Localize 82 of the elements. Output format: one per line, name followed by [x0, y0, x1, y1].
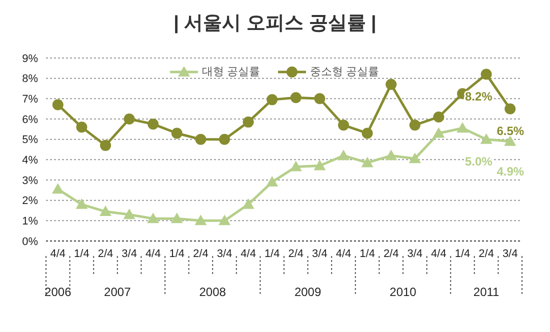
point	[361, 156, 374, 168]
point	[171, 128, 182, 139]
point	[432, 127, 445, 138]
legend-label: 중소형 공실률	[309, 65, 380, 79]
point	[123, 208, 136, 220]
point	[386, 78, 397, 90]
point	[480, 68, 492, 80]
text: 2008	[199, 285, 226, 299]
point	[504, 135, 516, 146]
y-tick-label: 7%	[22, 94, 38, 106]
point	[504, 103, 516, 114]
point	[385, 150, 398, 160]
point	[195, 134, 206, 145]
x-tick-label: 2/4	[288, 248, 304, 260]
y-tick-label: 3%	[22, 174, 38, 187]
point	[76, 198, 88, 209]
point	[408, 152, 421, 164]
y-tick-label: 5%	[22, 134, 38, 146]
chart-title: | 서울시 오피스 공실률 |	[172, 12, 378, 36]
data-label: 6.5%	[496, 124, 524, 138]
x-tick-label: 4/4	[431, 248, 446, 260]
x-tick-label: 1/4	[360, 248, 375, 260]
point	[314, 160, 326, 170]
y-tick-label: 1%	[22, 216, 38, 228]
legend-label: 대형 공실률	[201, 65, 260, 79]
x-tick-label: 1/4	[454, 248, 470, 260]
point	[76, 122, 88, 133]
y-tick-label: 8%	[22, 73, 38, 86]
text: 2007	[104, 285, 132, 299]
x-tick-label: 2/4	[383, 248, 399, 260]
x-tick-label: 4/4	[240, 248, 256, 260]
y-tick-label: 4%	[22, 154, 38, 167]
data-label: 4.9%	[496, 164, 524, 178]
x-tick-label: 1/4	[169, 248, 185, 260]
x-tick-label: 4/4	[50, 248, 66, 260]
data-label: 5.0%	[464, 154, 493, 168]
point	[124, 114, 135, 124]
text: 2011	[473, 285, 500, 299]
point	[52, 183, 64, 194]
point	[266, 94, 278, 106]
point	[147, 212, 160, 224]
point	[170, 212, 183, 224]
point	[242, 116, 254, 128]
x-tick-label: 1/4	[264, 248, 280, 260]
point	[100, 140, 111, 151]
point	[290, 160, 302, 172]
x-tick-label: 3/4	[312, 248, 328, 260]
y-tick-label: 6%	[22, 114, 38, 126]
point	[433, 111, 444, 122]
x-tick-label: 3/4	[502, 248, 518, 260]
point	[242, 198, 254, 209]
x-tick-label: 1/4	[74, 248, 90, 260]
point	[148, 118, 159, 130]
x-tick-label: 2/4	[98, 248, 114, 260]
point	[290, 92, 302, 104]
point	[314, 93, 326, 104]
point	[456, 122, 468, 133]
point	[480, 133, 492, 144]
x-tick-label: 2/4	[193, 248, 208, 260]
point	[338, 150, 350, 160]
text: 2006	[44, 285, 72, 299]
point	[338, 120, 349, 131]
x-tick-label: 3/4	[216, 248, 232, 260]
text: 2009	[294, 285, 322, 299]
x-tick-label: 3/4	[122, 248, 137, 260]
point	[409, 120, 420, 131]
x-tick-label: 2/4	[478, 248, 494, 260]
point	[266, 176, 278, 187]
y-tick-label: 2%	[22, 195, 38, 208]
x-tick-label: 4/4	[145, 248, 161, 260]
x-tick-label: 3/4	[407, 248, 423, 260]
point	[362, 128, 373, 139]
data-label: 8.2%	[464, 89, 493, 104]
point	[52, 99, 64, 110]
point	[100, 206, 112, 216]
point	[194, 214, 207, 226]
y-tick-label: 0%	[22, 236, 38, 248]
y-tick-label: 9%	[22, 52, 38, 65]
point	[218, 214, 230, 226]
x-tick-label: 4/4	[336, 248, 352, 260]
text: 2010	[390, 285, 417, 299]
point	[219, 134, 230, 145]
